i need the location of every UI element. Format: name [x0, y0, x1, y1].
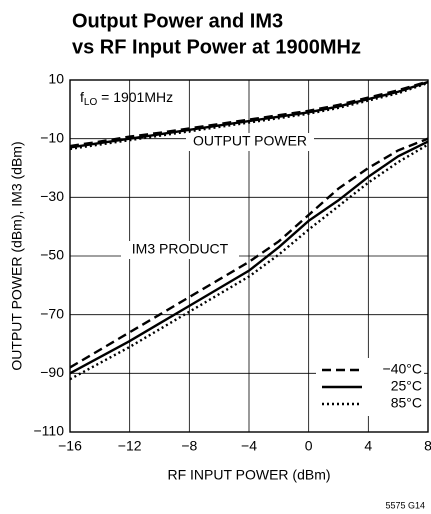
- y-tick-label: −10: [40, 129, 64, 145]
- y-tick-label: −50: [40, 247, 64, 263]
- x-tick-label: −16: [58, 438, 82, 454]
- annotation-part: f: [80, 89, 84, 105]
- chart-title: Output Power and IM3: [72, 10, 283, 32]
- curve: [69, 80, 429, 149]
- label-bg: [121, 241, 239, 259]
- x-axis-label: RF INPUT POWER (dBm): [167, 467, 330, 483]
- y-tick-label: 10: [48, 71, 64, 87]
- chart-title: vs RF Input Power at 1900MHz: [72, 36, 361, 58]
- x-tick-label: −12: [118, 438, 142, 454]
- x-tick-label: 0: [305, 438, 313, 454]
- annotation: IM3 PRODUCT: [132, 241, 229, 257]
- curve: [69, 143, 429, 381]
- legend-label: 85°C: [391, 395, 422, 411]
- x-tick-label: 8: [424, 438, 431, 454]
- curve: [69, 140, 429, 375]
- x-tick-label: −4: [241, 438, 257, 454]
- y-tick-label: −70: [40, 305, 64, 321]
- footnote: 5575 G14: [385, 500, 425, 510]
- y-tick-label: −90: [40, 364, 64, 380]
- y-tick-label: −110: [34, 423, 65, 439]
- y-tick-label: −30: [40, 188, 64, 204]
- x-tick-label: −8: [181, 438, 197, 454]
- curve: [69, 80, 429, 148]
- legend-label: −40°C: [383, 361, 422, 377]
- annotation-part: LO: [84, 97, 98, 108]
- annotation-part: = 1901MHz: [97, 89, 173, 105]
- legend-label: 25°C: [391, 378, 422, 394]
- y-axis-label: OUTPUT POWER (dBm), IM3 (dBm): [9, 141, 25, 370]
- annotation: fLO = 1901MHz: [80, 89, 173, 108]
- plot-frame: [69, 79, 429, 433]
- label-bg: [186, 133, 314, 151]
- x-tick-label: 4: [364, 438, 372, 454]
- annotation: OUTPUT POWER: [193, 133, 307, 149]
- curve: [69, 81, 429, 151]
